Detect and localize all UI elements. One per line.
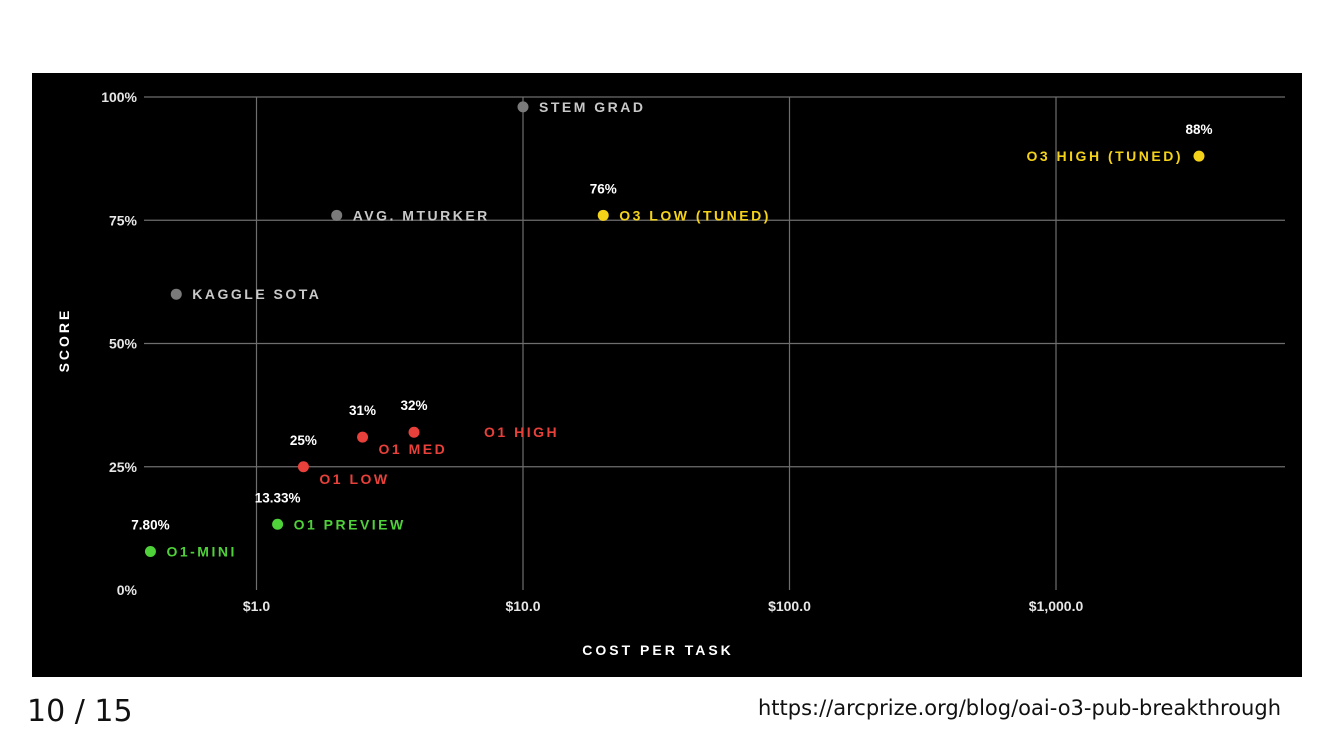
source-url[interactable]: https://arcprize.org/blog/oai-o3-pub-bre… [757, 696, 1281, 720]
point-label: O3 LOW (TUNED) [619, 207, 771, 223]
x-tick-label: $10.0 [505, 598, 540, 614]
value-label: 7.80% [131, 518, 169, 533]
data-point-o3-low-tuned: O3 LOW (TUNED)76% [590, 181, 771, 223]
point-marker [408, 426, 420, 438]
value-label: 31% [349, 403, 376, 418]
x-tick-label: $1,000.0 [1029, 598, 1084, 614]
data-point-kaggle-sota: KAGGLE SOTA [170, 286, 321, 302]
chart-panel: 0% 25% 50% 75% 100% $1.0 $10.0 $100.0 $1,000.0 S… [32, 73, 1302, 677]
value-label: 13.33% [255, 490, 301, 505]
point-marker [331, 209, 343, 221]
point-marker [297, 461, 309, 473]
data-point-o3-high-tuned: O3 HIGH (TUNED)88% [1026, 122, 1212, 164]
point-label: O1 PREVIEW [294, 516, 406, 532]
data-point-o1-low: O1 LOW 25% [290, 433, 389, 487]
x-tick-label: $1.0 [243, 598, 270, 614]
point-label: O1 HIGH [484, 424, 559, 440]
point-marker [170, 288, 182, 300]
x-axis-title: COST PER TASK [582, 642, 734, 658]
point-label: O1 LOW [319, 471, 389, 487]
y-axis-title: SCORE [56, 308, 72, 373]
point-label: O1 MED [379, 441, 448, 457]
scatter-chart: 0% 25% 50% 75% 100% $1.0 $10.0 $100.0 $1,000.0 S… [56, 89, 1285, 658]
data-point-o1-preview: O1 PREVIEW 13.33% [255, 490, 406, 532]
slide-number: 10 / 15 [27, 694, 133, 729]
y-tick-label: 50% [109, 336, 138, 352]
x-tick-label: $100.0 [768, 598, 811, 614]
data-point-o1-mini: O1-MINI 7.80% [131, 518, 236, 560]
point-marker [517, 101, 529, 113]
data-point-stem-grad: STEM GRAD [517, 99, 646, 115]
y-tick-label: 75% [109, 212, 138, 228]
y-tick-label: 100% [101, 89, 137, 105]
data-point-o1-med: O1 MED 31% [349, 403, 448, 457]
data-point-avg-mturker: AVG. MTURKER [331, 207, 490, 223]
point-label: O1-MINI [166, 544, 236, 560]
point-marker [144, 546, 156, 558]
y-tick-label: 25% [109, 459, 138, 475]
value-label: 76% [590, 181, 617, 196]
point-label: O3 HIGH (TUNED) [1026, 148, 1183, 164]
point-label: STEM GRAD [539, 99, 646, 115]
value-label: 32% [401, 398, 428, 413]
y-tick-label: 0% [117, 582, 138, 598]
point-label: AVG. MTURKER [353, 207, 490, 223]
point-marker [272, 518, 284, 530]
point-marker [1193, 150, 1205, 162]
value-label: 88% [1185, 122, 1212, 137]
point-marker [357, 431, 369, 443]
point-label: KAGGLE SOTA [192, 286, 321, 302]
point-marker [597, 209, 609, 221]
data-point-o1-high: O1 HIGH 32% [401, 398, 559, 440]
value-label: 25% [290, 433, 317, 448]
